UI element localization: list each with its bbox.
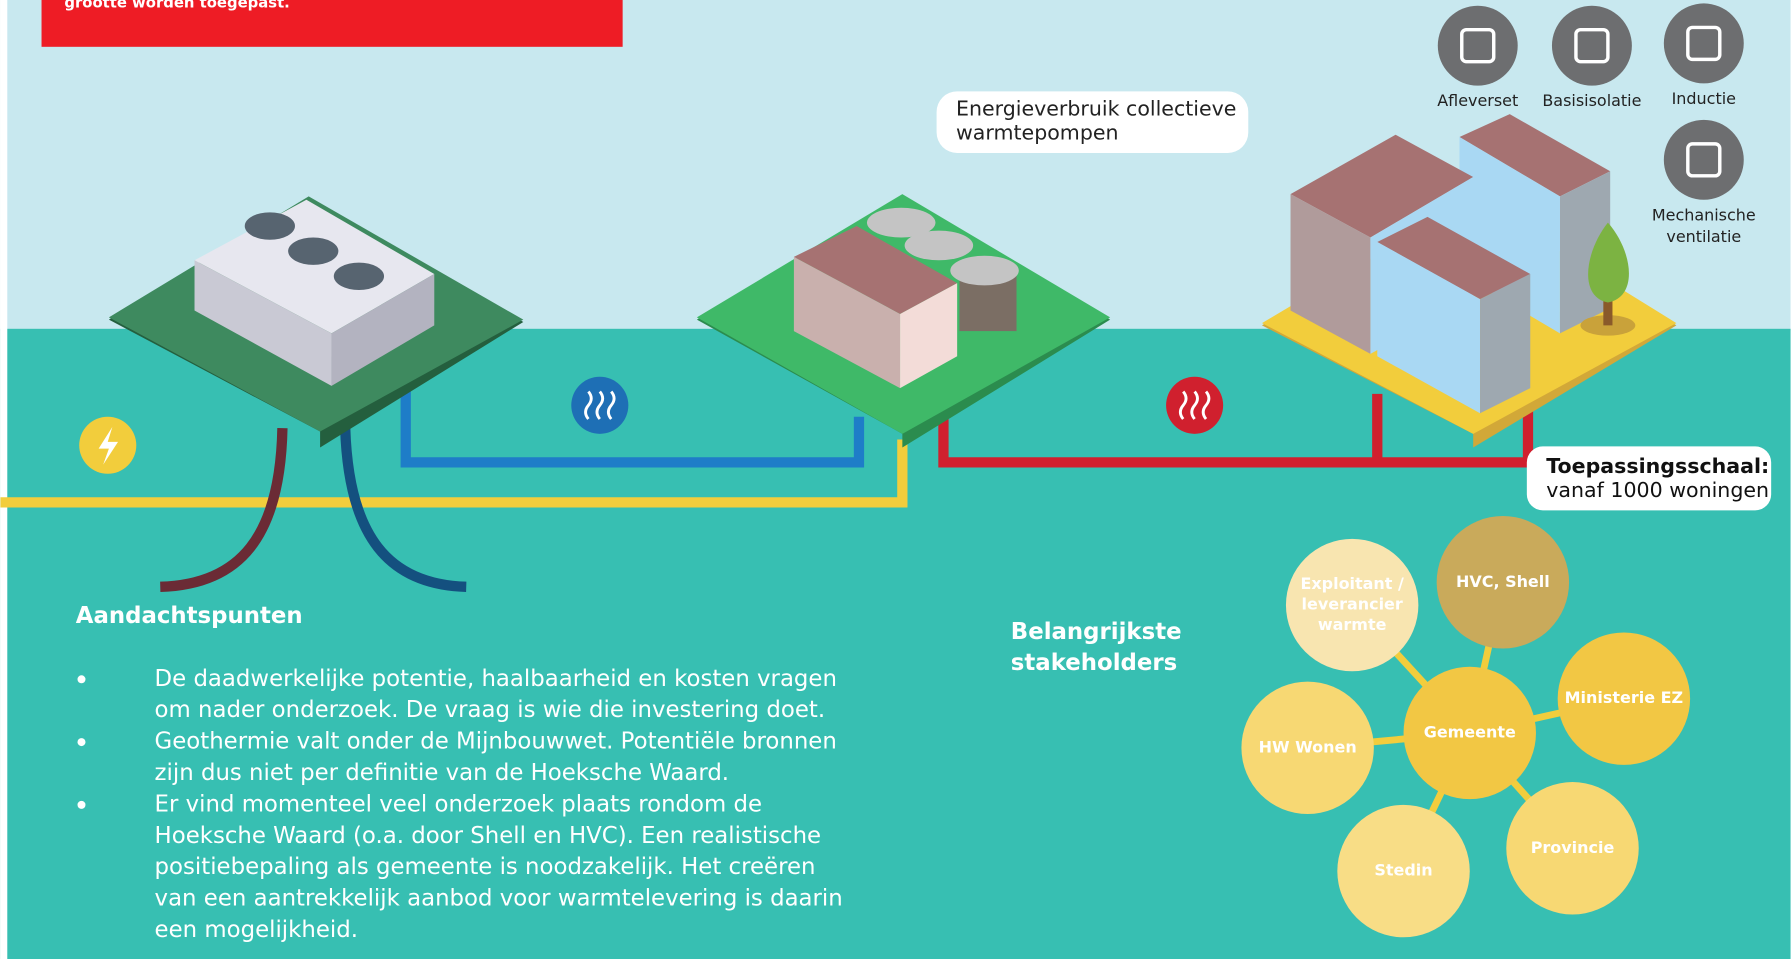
stakeholder-label: leverancier <box>1302 595 1403 614</box>
measure-glyph <box>1574 27 1610 64</box>
edge <box>0 0 8 959</box>
bullet-text: om nader onderzoek. De vraag is wie die … <box>155 697 826 723</box>
source-platform <box>108 196 524 448</box>
callout-text: warmtepompen <box>956 121 1119 145</box>
wave-glyphs <box>584 390 1211 420</box>
stakeholder-label: Exploitant / <box>1300 574 1404 593</box>
bullet-text: zijn dus niet per definitie van de Hoeks… <box>155 760 730 786</box>
stakeholder-label: Provincie <box>1531 838 1615 857</box>
red-note: grootte worden toegepast. <box>64 0 289 11</box>
measure-glyph <box>1686 142 1722 178</box>
bullet-text: Geothermie valt onder de Mijnbouwwet. Po… <box>155 729 837 755</box>
measure-glyph <box>1686 25 1722 62</box>
measure-label: Mechanische <box>1652 205 1756 224</box>
stakeholder-label: Gemeente <box>1424 722 1516 741</box>
red-note-box <box>41 0 623 47</box>
scale-label: Toepassingsschaal: <box>1546 454 1769 478</box>
stakeholder <box>1436 516 1570 649</box>
measure-icon <box>1437 5 1518 86</box>
stakeholder <box>1285 538 1419 672</box>
measure-icon <box>1663 119 1744 200</box>
bullet <box>77 675 86 684</box>
scale-value: vanaf 1000 woningen <box>1546 478 1769 502</box>
stakeholder <box>1557 632 1691 765</box>
measure-icon <box>1551 5 1632 86</box>
bullet-text: Er vind momenteel veel onderzoek plaats … <box>155 791 762 817</box>
measure-label: Basisisolatie <box>1542 91 1641 110</box>
bullet-text: een mogelijkheid. <box>155 917 358 943</box>
stakeholder <box>1241 681 1374 815</box>
measure-icon <box>1663 3 1744 84</box>
stakeholder-label: warmte <box>1318 615 1387 634</box>
bullet-text: positiebepaling als gemeente is noodzake… <box>155 854 816 880</box>
stakeholder-label: HVC, Shell <box>1456 572 1550 591</box>
callout-text: Energieverbruik collectieve <box>956 97 1236 121</box>
pipes <box>0 388 1534 592</box>
measure-label: Inductie <box>1672 89 1736 108</box>
bullet-text: De daadwerkelijke potentie, haalbaarheid… <box>155 666 837 692</box>
measure-label: Afleverset <box>1437 91 1518 110</box>
measure-glyph <box>1460 27 1496 64</box>
housing-platform <box>1261 114 1677 448</box>
scale-box <box>1526 446 1772 511</box>
stakeholders-title: stakeholders <box>1011 650 1177 676</box>
bullet-text: van een aantrekkelijk aanbod voor warmte… <box>155 886 843 912</box>
bullet <box>77 738 86 747</box>
stakeholder <box>1403 666 1536 800</box>
stakeholder <box>1506 782 1639 915</box>
bullet <box>77 800 86 809</box>
measure-label: ventilatie <box>1666 227 1741 246</box>
stakeholders-title: Belangrijkste <box>1011 619 1182 645</box>
stakeholder-label: Stedin <box>1374 861 1432 880</box>
attention-title: Aandachtspunten <box>76 603 303 629</box>
stakeholder <box>1337 804 1470 938</box>
callout-box <box>936 91 1249 153</box>
bullet-text: Hoeksche Waard (o.a. door Shell en HVC).… <box>155 823 822 849</box>
bolt <box>98 426 119 465</box>
pump-platform <box>696 194 1111 448</box>
stakeholder-label: HW Wonen <box>1259 737 1357 756</box>
stakeholder-label: Ministerie EZ <box>1565 688 1683 707</box>
